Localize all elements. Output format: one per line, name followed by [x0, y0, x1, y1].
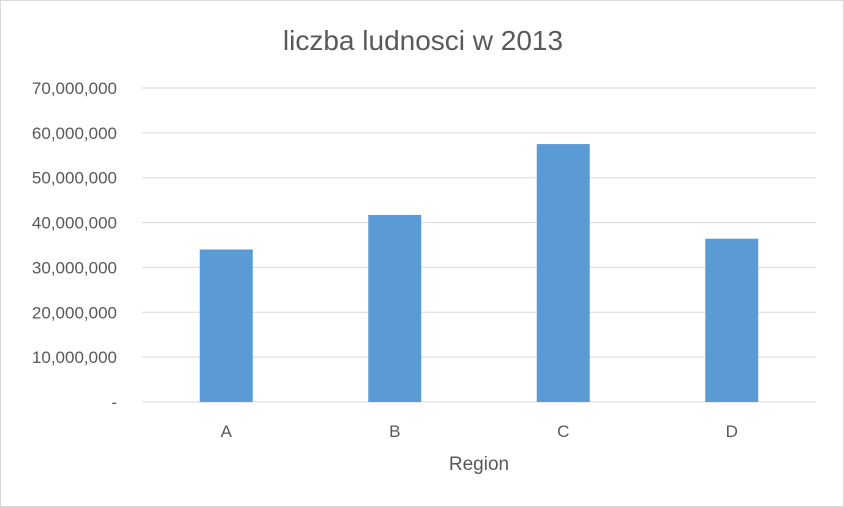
y-axis-ticks: - 10,000,000 20,000,000 30,000,000 40,000,00… [32, 79, 117, 412]
gridlines [142, 87, 816, 403]
y-tick-label: 60,000,000 [32, 124, 117, 143]
y-tick-label: 10,000,000 [32, 348, 117, 367]
bar-a [199, 249, 253, 402]
bar-b [368, 214, 422, 402]
y-tick-label: 40,000,000 [32, 214, 117, 233]
y-tick-label: 70,000,000 [32, 79, 117, 98]
x-tick-label: D [726, 422, 738, 441]
y-tick-label: 50,000,000 [32, 169, 117, 188]
bar-c [536, 144, 590, 403]
x-axis-ticks: A B C D [221, 422, 738, 441]
y-tick-label: - [111, 393, 117, 412]
x-tick-label: B [389, 422, 400, 441]
x-axis-title: Region [449, 454, 509, 475]
bars [199, 144, 759, 403]
x-tick-label: C [557, 422, 569, 441]
bar-d [705, 238, 759, 402]
chart-title: liczba ludnosci w 2013 [283, 25, 563, 56]
x-tick-label: A [221, 422, 233, 441]
y-tick-label: 30,000,000 [32, 258, 117, 277]
y-tick-label: 20,000,000 [32, 303, 117, 322]
